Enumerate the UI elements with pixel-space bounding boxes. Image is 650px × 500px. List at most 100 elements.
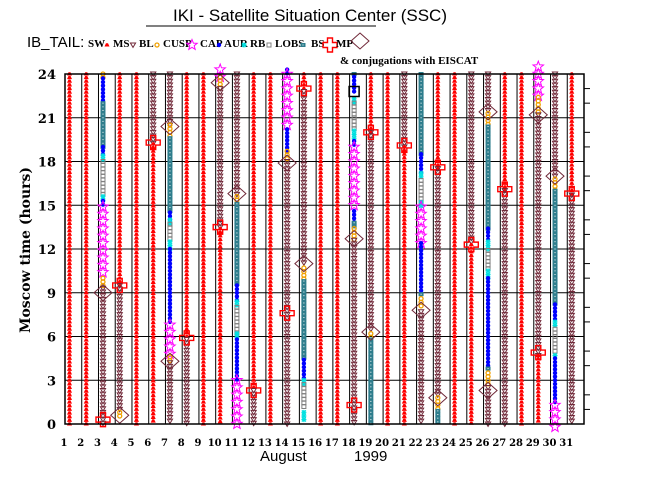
mark-lobs [485, 139, 491, 144]
mark-sw [251, 331, 257, 335]
mark-sw [83, 414, 89, 419]
mark-cap [100, 79, 106, 85]
mark-sw [150, 404, 156, 408]
grid [64, 73, 585, 425]
mark-sw [117, 86, 123, 91]
mark-sw [452, 196, 458, 200]
mark-ms [99, 355, 107, 362]
mark-sw [401, 152, 407, 156]
mark-sw [117, 280, 123, 284]
mark-sw [117, 207, 123, 211]
mark-sw [452, 400, 458, 404]
mark-lobs [301, 322, 307, 327]
mark-sw [519, 323, 525, 328]
mark-ms [216, 137, 224, 144]
mark-sw [200, 407, 206, 411]
mark-sw [468, 403, 474, 407]
mark-cap [234, 286, 240, 292]
mark-lobs [234, 216, 240, 221]
mark-ms [116, 286, 124, 293]
mark-ms [116, 341, 124, 348]
mark-ms [434, 199, 442, 205]
mark-sw [334, 393, 340, 397]
mark-sw [133, 323, 139, 328]
mark-ms [434, 250, 442, 257]
mark-sw [569, 163, 575, 167]
mark-sw [184, 280, 190, 284]
mark-sw [200, 210, 206, 215]
mark-ms [216, 126, 224, 133]
event-mp [545, 167, 565, 185]
mark-ms [400, 115, 408, 122]
mark-ms [183, 398, 191, 405]
mark-sw [502, 105, 508, 109]
mark-sw [67, 174, 72, 178]
mark-lobs [552, 298, 558, 303]
mark-sw [535, 379, 541, 383]
mark-ms [400, 86, 408, 92]
mark-sw [150, 371, 156, 376]
mark-sw [301, 75, 307, 80]
mark-ms [283, 239, 291, 246]
mark-sw [452, 166, 458, 171]
mark-sw [452, 294, 458, 298]
mark-cusp [548, 419, 562, 433]
mark-sw [452, 203, 458, 207]
mark-sw [535, 393, 541, 398]
mark-ms [283, 275, 291, 282]
mark-sw [318, 363, 324, 368]
mark-ms [467, 137, 475, 144]
mark-sw [519, 123, 525, 127]
mark-ms [216, 173, 224, 180]
mark-sw [184, 210, 190, 215]
x-tick-label: 18 [342, 438, 356, 449]
mark-sw [401, 396, 407, 400]
mark-ms [434, 341, 442, 348]
mark-ms [250, 391, 258, 398]
mark-sw [401, 236, 407, 240]
mark-sw [569, 119, 575, 123]
mark-sw [67, 320, 72, 324]
mark-sw [67, 83, 72, 87]
mark-ms [233, 75, 241, 82]
event-bs [145, 134, 161, 151]
mark-sw [435, 130, 441, 134]
mark-sw [519, 199, 525, 204]
mark-ms [99, 315, 107, 321]
mark-sw [468, 363, 474, 367]
mark-ms [233, 159, 241, 165]
mark-cap [485, 356, 491, 361]
mark-sw [334, 218, 340, 222]
mark-sw [83, 258, 89, 262]
mark-ms [166, 118, 174, 125]
mark-sw [200, 414, 206, 419]
mark-sw [502, 79, 508, 83]
mark-ms [350, 332, 358, 339]
mark-lobs [368, 348, 374, 353]
mark-ms [166, 371, 174, 378]
mark-ms [551, 144, 559, 151]
mark-lobs [552, 221, 558, 226]
mark-ms [484, 82, 492, 89]
mark-sw [67, 112, 72, 116]
mark-sw [334, 294, 340, 298]
mark-lobs [234, 260, 240, 265]
mark-aur [351, 128, 357, 134]
mark-sw [150, 182, 156, 186]
mark-sw [83, 243, 89, 247]
mark-sw [452, 371, 458, 375]
mark-ms [116, 297, 124, 304]
mark-ms [534, 254, 542, 261]
mark-sw [184, 294, 190, 298]
mark-sw [519, 75, 525, 80]
mark-aur [552, 323, 558, 329]
mark-lobs [301, 326, 307, 331]
mark-sw [468, 319, 474, 323]
mark-sw [133, 108, 139, 112]
mark-sw [200, 192, 206, 196]
mark-sw [519, 177, 525, 182]
mark-sw [401, 181, 407, 185]
mark-sw [200, 280, 206, 284]
legend-label-bs: BS [311, 38, 324, 50]
mark-sw [83, 185, 89, 189]
